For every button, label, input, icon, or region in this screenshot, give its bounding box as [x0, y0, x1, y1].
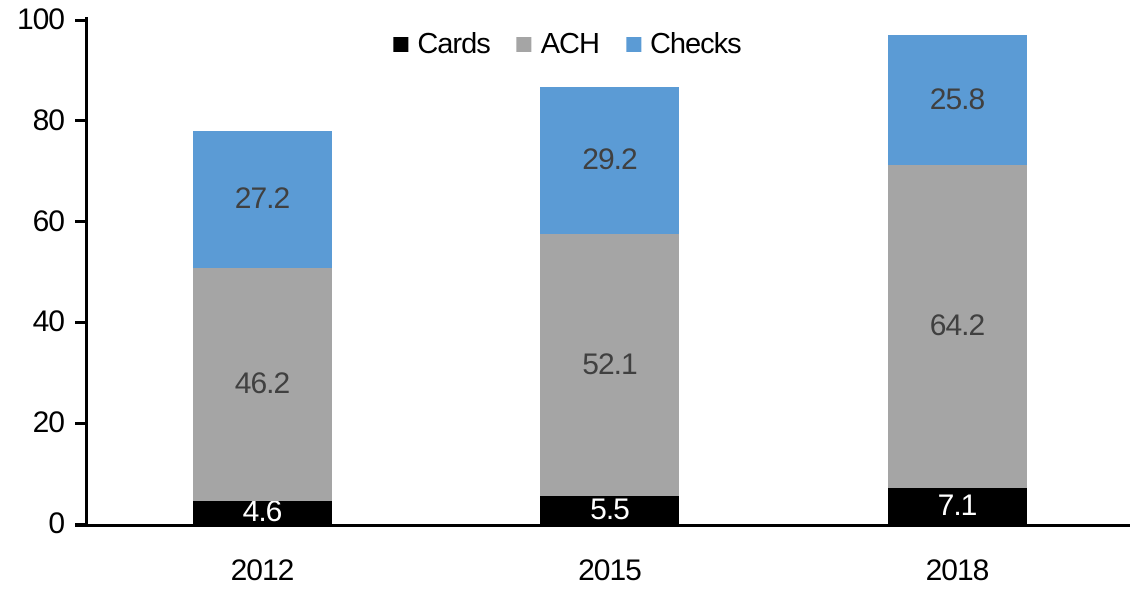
legend-item-cards: Cards — [393, 27, 491, 61]
y-tick-label: 0 — [48, 507, 65, 540]
legend-item-ach: ACH — [516, 27, 600, 61]
legend: Cards ACH Checks — [393, 27, 742, 61]
legend-label-ach: ACH — [540, 28, 600, 60]
y-tick-label: 60 — [32, 204, 65, 238]
legend-swatch-ach — [516, 36, 532, 52]
y-axis-line — [85, 17, 88, 527]
bar-segment-checks-2015: 29.2 — [540, 86, 679, 234]
y-tick-mark — [75, 320, 88, 324]
x-axis-line — [75, 524, 1130, 527]
bar-value-label: 25.8 — [929, 82, 985, 116]
bar-value-label: 27.2 — [234, 182, 290, 216]
bar-segment-checks-2018: 25.8 — [887, 34, 1027, 165]
bar-value-label: 7.1 — [937, 489, 978, 523]
y-tick-label: 100 — [16, 3, 65, 36]
x-tick-label-2012: 2012 — [230, 554, 295, 587]
legend-swatch-checks — [625, 36, 641, 52]
bar-segment-ach-2015: 52.1 — [540, 233, 679, 497]
bar-value-label: 52.1 — [582, 347, 637, 381]
bar-value-label: 46.2 — [234, 367, 290, 401]
legend-label-checks: Checks — [649, 28, 742, 60]
bar-value-label: 5.5 — [590, 493, 630, 527]
y-tick-mark — [75, 421, 88, 425]
y-tick-label: 80 — [32, 103, 65, 137]
y-tick-label: 40 — [32, 305, 65, 339]
legend-label-cards: Cards — [417, 28, 490, 60]
y-tick-mark — [75, 220, 88, 224]
bar-value-label: 4.6 — [242, 495, 283, 529]
legend-swatch-cards — [393, 36, 409, 52]
bar-value-label: 64.2 — [929, 309, 985, 343]
legend-item-checks: Checks — [625, 27, 742, 61]
bar-segment-ach-2012: 46.2 — [192, 267, 332, 501]
bar-value-label: 29.2 — [582, 143, 637, 177]
bar-segment-cards-2012: 4.6 — [192, 497, 332, 527]
bar-segment-checks-2012: 27.2 — [192, 130, 332, 268]
bar-segment-cards-2018: 7.1 — [887, 488, 1027, 524]
x-tick-label-2018: 2018 — [925, 554, 990, 587]
y-tick-mark — [75, 18, 88, 22]
bar-segment-cards-2015: 5.5 — [540, 493, 679, 527]
y-tick-mark — [75, 119, 88, 123]
bar-segment-ach-2018: 64.2 — [887, 164, 1027, 489]
y-tick-label: 20 — [32, 406, 65, 440]
x-tick-label-2015: 2015 — [578, 554, 642, 587]
